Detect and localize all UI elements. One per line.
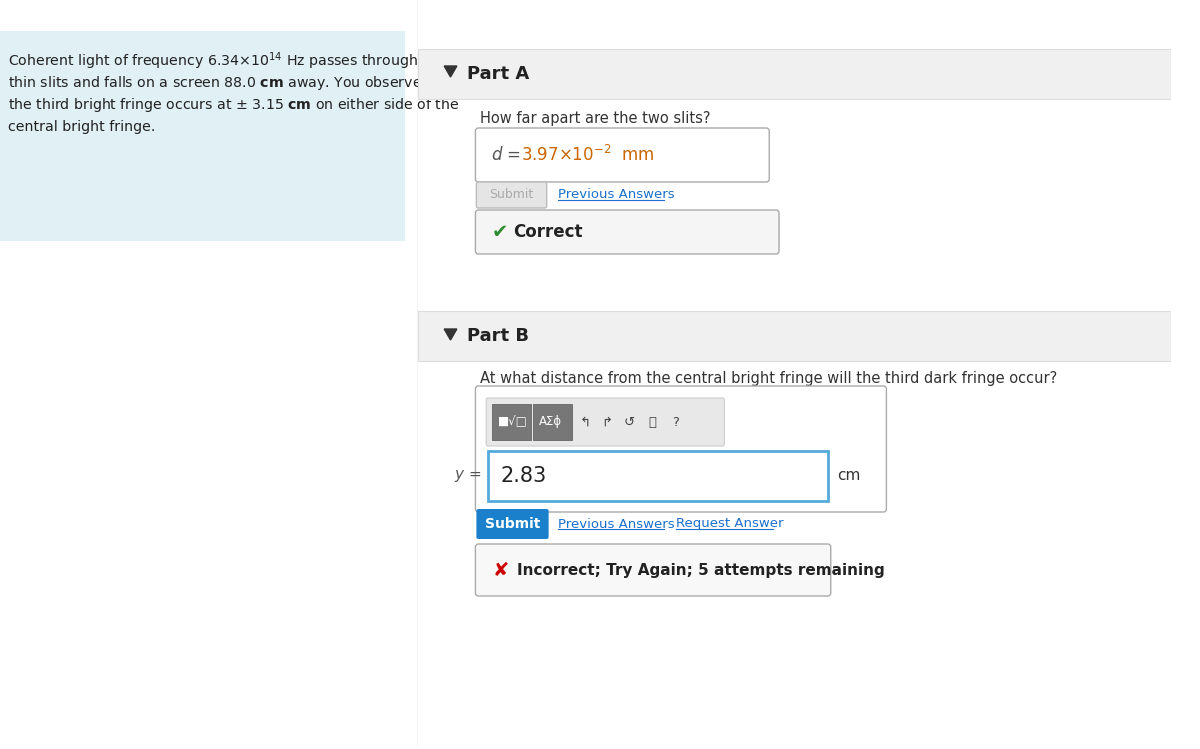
Text: Previous Answers: Previous Answers [558,518,676,530]
Text: ⎙: ⎙ [648,416,656,428]
Text: AΣϕ: AΣϕ [539,416,562,428]
FancyBboxPatch shape [475,386,887,512]
FancyBboxPatch shape [476,182,547,208]
Text: Incorrect; Try Again; 5 attempts remaining: Incorrect; Try Again; 5 attempts remaini… [517,562,886,577]
Text: ↱: ↱ [601,416,613,428]
FancyBboxPatch shape [488,451,828,501]
Text: Part A: Part A [467,65,529,83]
Text: Request Answer: Request Answer [676,518,784,530]
FancyBboxPatch shape [475,544,830,596]
FancyBboxPatch shape [418,311,1171,361]
Text: At what distance from the central bright fringe will the third dark fringe occur: At what distance from the central bright… [480,372,1057,386]
FancyBboxPatch shape [418,0,1171,49]
FancyBboxPatch shape [418,99,1171,419]
Text: Submit: Submit [485,517,540,531]
FancyBboxPatch shape [486,398,725,446]
Text: central bright fringe.: central bright fringe. [8,120,155,134]
Text: ↺: ↺ [624,416,635,428]
Text: the third bright fringe occurs at $\pm$ 3.15 $\mathbf{cm}$ on either side of the: the third bright fringe occurs at $\pm$ … [8,96,460,114]
FancyBboxPatch shape [418,49,1171,99]
Text: ■√□: ■√□ [498,416,528,428]
FancyBboxPatch shape [533,404,572,440]
FancyBboxPatch shape [475,210,779,254]
Text: $d$ =: $d$ = [491,146,521,164]
Text: Coherent light of frequency 6.34$\times$10$^{14}$ Hz passes through two: Coherent light of frequency 6.34$\times$… [8,50,449,72]
Text: ✘: ✘ [493,560,509,580]
Text: $y$ =: $y$ = [454,468,481,484]
Polygon shape [444,66,457,77]
FancyBboxPatch shape [0,31,406,241]
FancyBboxPatch shape [492,404,532,440]
Polygon shape [444,329,457,340]
Text: 3.97$\times$10$^{-2}$  mm: 3.97$\times$10$^{-2}$ mm [521,145,655,165]
FancyBboxPatch shape [418,361,1171,749]
FancyBboxPatch shape [475,128,769,182]
Text: thin slits and falls on a screen 88.0 $\mathbf{cm}$ away. You observe that: thin slits and falls on a screen 88.0 $\… [8,74,456,92]
FancyBboxPatch shape [418,311,1171,361]
Text: Part B: Part B [467,327,529,345]
Text: Submit: Submit [490,189,534,201]
Text: 2.83: 2.83 [500,466,547,486]
Text: ✔: ✔ [492,222,509,241]
Text: Previous Answers: Previous Answers [558,189,676,201]
Text: cm: cm [838,469,860,484]
Text: How far apart are the two slits?: How far apart are the two slits? [480,112,710,127]
FancyBboxPatch shape [476,509,548,539]
Text: ?: ? [672,416,679,428]
Text: ↰: ↰ [580,416,592,428]
Text: Correct: Correct [514,223,583,241]
